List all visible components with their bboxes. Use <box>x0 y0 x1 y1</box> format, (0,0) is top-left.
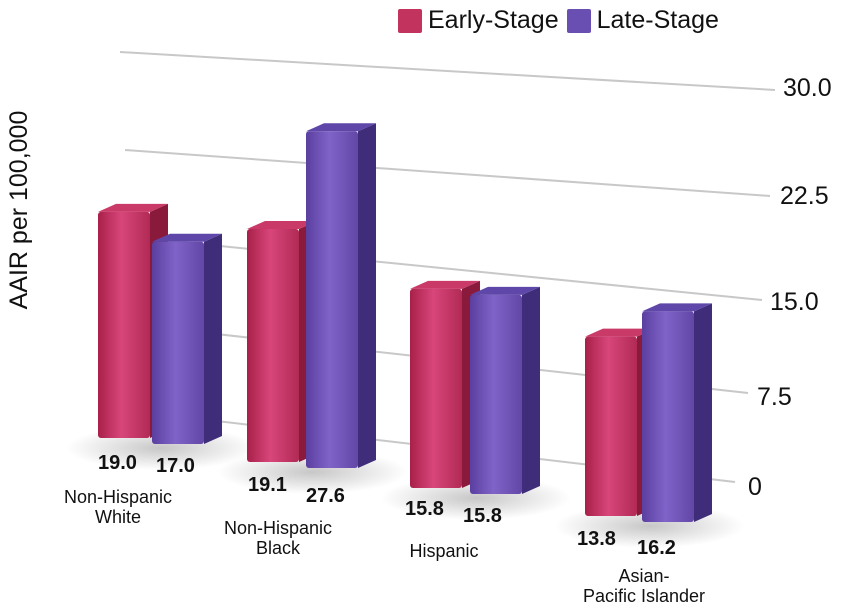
bar-top-late-3 <box>642 303 712 312</box>
y-axis-label: AAIR per 100,000 <box>5 110 33 310</box>
legend: Early-Stage Late-Stage <box>398 6 727 35</box>
bar-top-late-2 <box>470 286 540 295</box>
bar-top-early-2 <box>410 280 480 289</box>
bar-top-early-0 <box>98 203 168 212</box>
bar-early-0 <box>98 211 150 438</box>
value-label-late-1: 27.6 <box>306 485 345 507</box>
bar-side-late-3 <box>694 303 712 522</box>
bar-early-3 <box>585 336 637 516</box>
bar-early-2 <box>410 288 462 488</box>
bar-top-late-1 <box>306 123 376 132</box>
bar-top-late-0 <box>152 233 222 242</box>
category-label-0: Non-Hispanic White <box>63 487 173 527</box>
y-tick-label: 22.5 <box>780 182 829 210</box>
category-label-3: Asian- Pacific Islander <box>582 566 706 606</box>
value-label-early-0: 19.0 <box>98 452 137 474</box>
y-tick-label: 0 <box>748 473 762 501</box>
legend-item-late: Late-Stage <box>566 6 719 35</box>
category-label-2: Hispanic <box>409 541 479 561</box>
bar-top-early-1 <box>247 220 317 229</box>
legend-label-early: Early-Stage <box>428 6 559 34</box>
bar-early-1 <box>247 228 299 462</box>
category-label-1: Non-Hispanic Black <box>223 518 333 558</box>
value-label-early-2: 15.8 <box>405 498 444 520</box>
gridline <box>124 149 771 197</box>
y-tick-label: 30.0 <box>783 74 832 102</box>
bar-side-late-1 <box>358 123 376 468</box>
legend-label-late: Late-Stage <box>596 6 719 34</box>
value-label-late-3: 16.2 <box>637 537 676 559</box>
value-label-early-3: 13.8 <box>577 528 616 550</box>
value-label-late-2: 15.8 <box>463 505 502 527</box>
gridline <box>119 51 776 91</box>
gridline <box>129 236 763 301</box>
y-tick-label: 7.5 <box>757 383 792 411</box>
bar-late-2 <box>470 294 522 494</box>
value-label-early-1: 19.1 <box>248 474 287 496</box>
bar-late-1 <box>306 131 358 468</box>
bar-side-late-2 <box>522 286 540 494</box>
legend-swatch-late <box>566 8 591 33</box>
bar-late-3 <box>642 311 694 522</box>
bar-late-0 <box>152 241 204 444</box>
value-label-late-0: 17.0 <box>156 455 195 477</box>
bar-side-late-0 <box>204 233 222 444</box>
legend-item-early: Early-Stage <box>398 6 559 35</box>
legend-swatch-early <box>398 8 422 33</box>
bar-top-early-3 <box>585 328 655 337</box>
y-tick-label: 15.0 <box>770 288 819 316</box>
